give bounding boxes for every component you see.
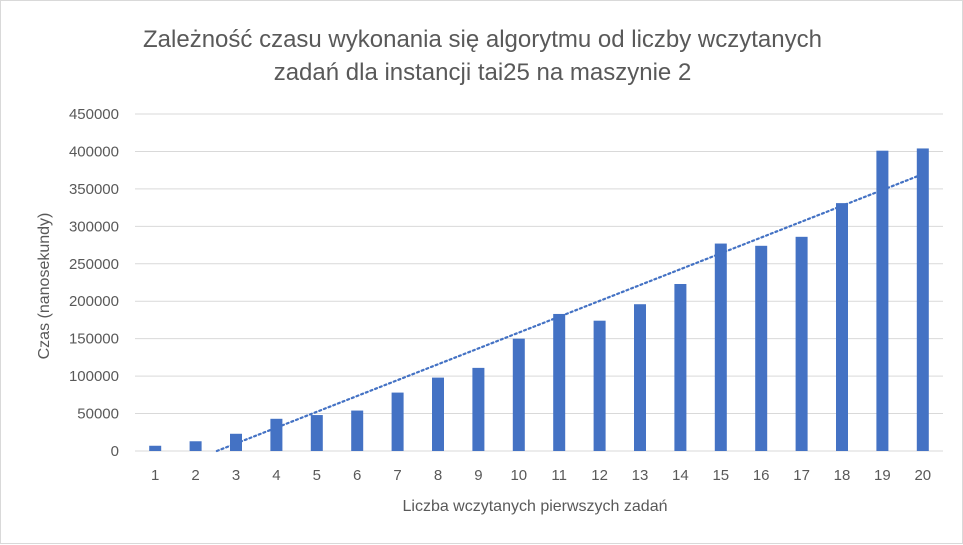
trendline [215,173,924,453]
bar-series [149,148,929,451]
x-tick-label: 18 [834,467,851,484]
gridlines [135,113,943,452]
bar-4 [270,418,283,451]
x-tick-label: 19 [874,467,891,484]
bar-1 [149,445,162,451]
x-tick-labels: 1 2 3 4 5 6 7 8 9 10 11 12 13 14 15 16 17 18 19 20 [151,467,931,484]
x-tick-label: 12 [591,467,608,484]
y-tick-label: 0 [111,443,119,460]
x-tick-label: 16 [753,467,770,484]
x-tick-label: 13 [632,467,649,484]
bar-20 [916,148,929,451]
x-tick-label: 20 [914,467,931,484]
bar-11 [553,313,566,451]
bar-17 [795,236,808,451]
y-tick-label: 300000 [69,218,119,235]
y-tick-label: 50000 [77,406,119,423]
bar-7 [391,392,404,451]
x-tick-label: 3 [232,467,240,484]
bar-10 [512,338,525,451]
x-tick-label: 4 [272,467,280,484]
y-axis-title: Czas (nanosekundy) [36,213,53,360]
bar-15 [714,243,727,451]
x-tick-label: 14 [672,467,689,484]
bar-16 [755,245,768,451]
y-tick-label: 400000 [69,143,119,160]
x-axis-title: Liczba wczytanych pierwszych zadań [402,498,667,515]
trendline-group [215,173,924,453]
y-tick-label: 200000 [69,293,119,310]
y-tick-label: 250000 [69,256,119,273]
y-tick-label: 100000 [69,368,119,385]
bar-2 [189,441,202,451]
y-tick-label: 150000 [69,331,119,348]
x-tick-label: 6 [353,467,361,484]
x-tick-label: 9 [474,467,482,484]
x-tick-label: 7 [393,467,401,484]
x-tick-label: 15 [712,467,729,484]
bar-12 [593,320,606,451]
x-tick-label: 11 [551,467,567,484]
bar-14 [674,283,687,451]
chart-title-line-2: zadań dla instancji tai25 na maszynie 2 [273,59,692,86]
bar-18 [836,203,848,451]
x-tick-label: 10 [510,467,527,484]
x-tick-label: 1 [151,467,159,484]
bar-8 [432,377,444,451]
chart-title-line-1: Zależność czasu wykonania się algorytmu … [143,26,822,53]
y-tick-label: 450000 [69,106,119,123]
chart-title: Zależność czasu wykonania się algorytmu … [1,23,963,89]
bar-13 [634,304,646,451]
bar-19 [876,150,889,451]
x-tick-label: 8 [434,467,442,484]
x-tick-label: 5 [313,467,321,484]
y-tick-label: 350000 [69,181,119,198]
x-tick-label: 17 [793,467,810,484]
bar-5 [310,415,323,451]
bar-6 [351,410,364,451]
bar-9 [472,367,485,451]
y-tick-labels: 0 50000 100000 150000 200000 250000 300000 3500… [69,106,119,460]
x-tick-label: 2 [191,467,199,484]
